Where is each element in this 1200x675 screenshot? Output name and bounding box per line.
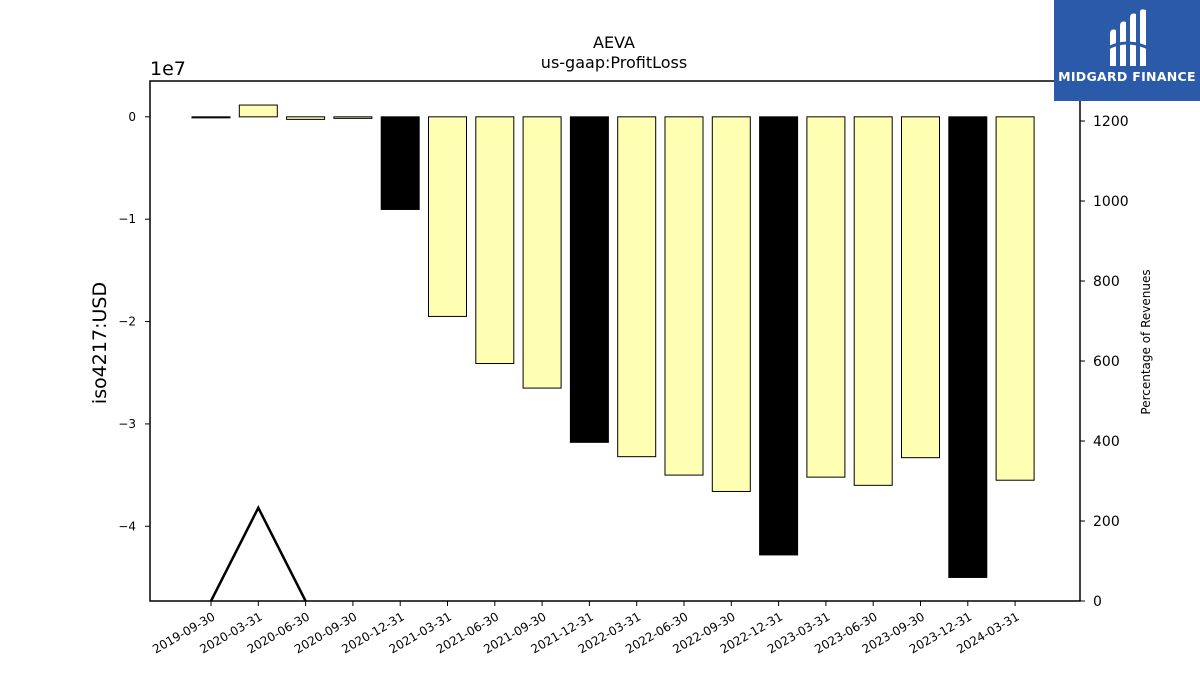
bars-layer [191,104,1035,578]
bar-2020-09-30 [333,116,373,119]
y-tick-label: −4 [118,519,136,533]
bar-2022-03-31 [617,116,657,458]
bar-2024-03-31 [995,116,1035,481]
percentage-line-layer [209,505,307,602]
bar-2021-09-30 [522,116,562,389]
bar-2022-06-30 [664,116,704,476]
bar-2022-12-31 [759,116,799,556]
percentage-of-revenues-line [209,505,307,602]
y2-tick-label: 400 [1093,434,1120,450]
bar-2022-09-30 [711,116,751,492]
midgard-finance-logo: MIDGARD FINANCE [1054,0,1200,101]
bar-2023-12-31 [948,116,988,578]
y-axis-label: iso4217:USD [89,282,111,404]
bar-2023-03-31 [806,116,846,478]
y-tick-label: −2 [118,315,136,329]
bar-2020-12-31 [380,116,420,210]
y2-tick-label: 1200 [1093,114,1129,130]
y2-axis-label: Percentage of Revenues [1139,269,1153,414]
bar-2020-03-31 [238,104,278,118]
y2-tick-label: 0 [1093,594,1102,610]
bar-2019-09-30 [191,116,231,119]
plot-frame [149,80,1081,602]
y-offset-label: 1e7 [150,58,186,80]
bar-2023-06-30 [853,116,893,486]
chart-subtitle: us-gaap:ProfitLoss [541,53,687,72]
midgard-logo-icon [1107,9,1149,67]
bar-2021-12-31 [569,116,609,443]
y-tick-label: −3 [118,417,136,431]
logo-text: MIDGARD FINANCE [1058,69,1196,84]
y-tick-label: −1 [118,212,136,226]
bar-2020-06-30 [286,116,326,120]
y2-tick-label: 200 [1093,514,1120,530]
y2-tick-label: 800 [1093,274,1120,290]
bar-2021-03-31 [428,116,467,317]
chart-title: AEVA [593,33,635,52]
bar-2023-09-30 [901,116,940,459]
bar-2021-06-30 [475,116,515,365]
y2-tick-label: 600 [1093,354,1120,370]
y-tick-label: 0 [128,110,136,124]
y2-tick-label: 1000 [1093,194,1129,210]
